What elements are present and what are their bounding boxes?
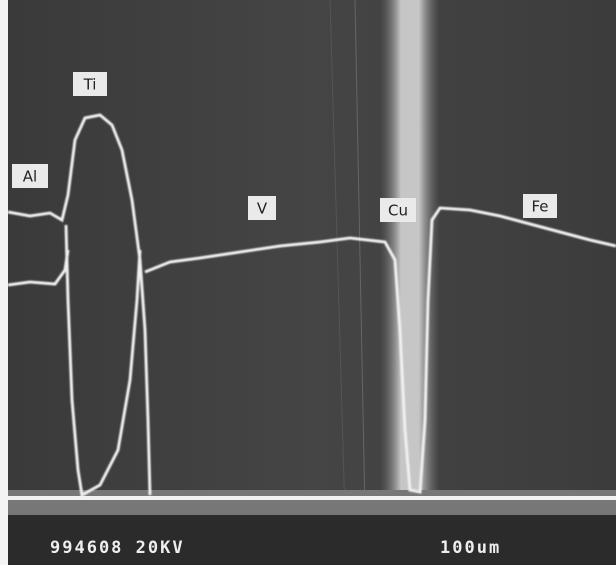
sem-image: Al Ti V Cu Fe 994608 20KV 100um — [0, 0, 616, 565]
specimen-info: 994608 20KV — [50, 538, 185, 558]
base-band — [8, 490, 616, 515]
micrograph: Al Ti V Cu Fe 994608 20KV 100um — [0, 0, 616, 565]
element-label: Al — [23, 168, 37, 186]
element-label: V — [257, 200, 268, 218]
scale-label: 100um — [440, 538, 501, 558]
element-label: Ti — [83, 76, 97, 94]
element-label: Fe — [531, 198, 548, 216]
element-label: Cu — [388, 202, 408, 220]
